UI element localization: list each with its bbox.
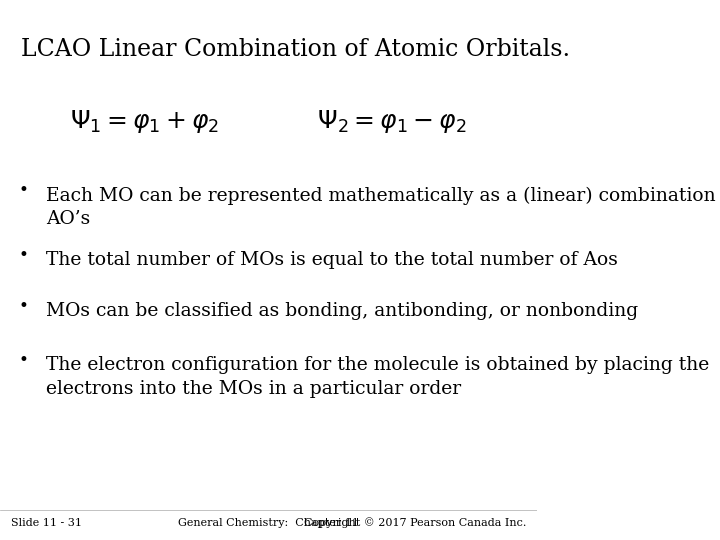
Text: MOs can be classified as bonding, antibonding, or nonbonding: MOs can be classified as bonding, antibo… (45, 302, 638, 320)
Text: Slide 11 - 31: Slide 11 - 31 (11, 518, 82, 528)
Text: LCAO Linear Combination of Atomic Orbitals.: LCAO Linear Combination of Atomic Orbita… (22, 38, 570, 61)
Text: •: • (18, 298, 28, 315)
Text: •: • (18, 352, 28, 369)
Text: The electron configuration for the molecule is obtained by placing the
electrons: The electron configuration for the molec… (45, 356, 709, 398)
Text: General Chemistry:  Chapter 11: General Chemistry: Chapter 11 (178, 518, 359, 528)
Text: Copyright © 2017 Pearson Canada Inc.: Copyright © 2017 Pearson Canada Inc. (304, 517, 526, 528)
Text: •: • (18, 247, 28, 264)
Text: •: • (18, 182, 28, 199)
Text: The total number of MOs is equal to the total number of Aos: The total number of MOs is equal to the … (45, 251, 618, 269)
Text: Each MO can be represented mathematically as a (linear) combination of
AO’s: Each MO can be represented mathematicall… (45, 186, 720, 228)
Text: $\Psi_1 = \varphi_1 + \varphi_2 \qquad\qquad \Psi_2 = \varphi_1 - \varphi_2$: $\Psi_1 = \varphi_1 + \varphi_2 \qquad\q… (70, 108, 467, 135)
